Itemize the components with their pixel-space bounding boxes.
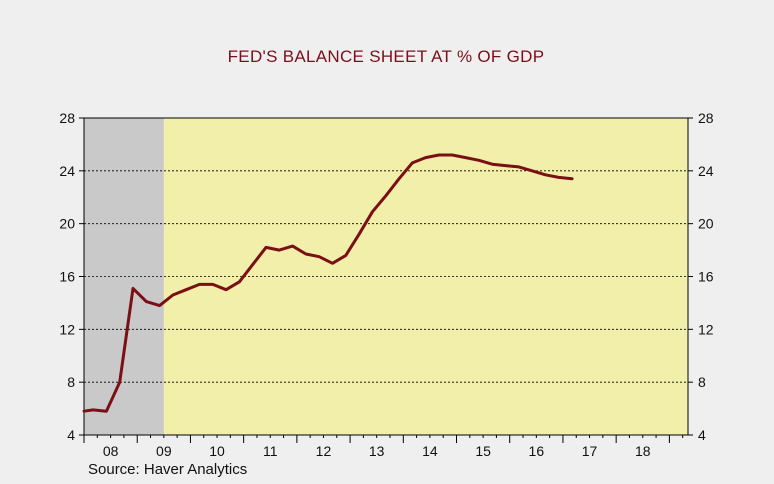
y-tick-label-right: 8 <box>698 374 706 390</box>
y-tick-label-right: 12 <box>698 321 714 337</box>
x-tick-label: 10 <box>209 443 225 459</box>
recession-shading <box>84 118 164 435</box>
x-tick-label: 14 <box>422 443 438 459</box>
x-tick-label: 08 <box>103 443 119 459</box>
x-tick-label: 16 <box>529 443 545 459</box>
x-tick-label: 12 <box>316 443 332 459</box>
y-tick-label-left: 28 <box>59 110 75 126</box>
y-tick-label-right: 16 <box>698 269 714 285</box>
series-line <box>82 153 574 413</box>
y-tick-label-right: 24 <box>698 163 714 179</box>
x-tick-label: 13 <box>369 443 385 459</box>
plot-area: 4 4 8 8 12 12 16 16 20 20 24 24 28 28 08 09 10 11 12 13 14 15… <box>59 110 713 459</box>
y-tick-label-right: 20 <box>698 216 714 232</box>
y-tick-label-right: 4 <box>698 427 706 443</box>
y-tick-label-left: 12 <box>59 321 75 337</box>
x-tick-label: 17 <box>582 443 598 459</box>
x-tick-label: 18 <box>635 443 651 459</box>
chart-title: FED'S BALANCE SHEET AT % OF GDP <box>228 47 545 66</box>
x-tick-label: 15 <box>475 443 491 459</box>
y-tick-label-left: 20 <box>59 216 75 232</box>
y-tick-label-left: 4 <box>67 427 75 443</box>
x-tick-label: 09 <box>156 443 172 459</box>
y-tick-label-right: 28 <box>698 110 714 126</box>
x-tick-label: 11 <box>263 443 278 459</box>
plot-frame <box>83 117 689 436</box>
source-label: Source: Haver Analytics <box>88 461 247 478</box>
y-tick-label-left: 8 <box>67 374 75 390</box>
y-tick-label-left: 16 <box>59 269 75 285</box>
y-tick-label-left: 24 <box>59 163 75 179</box>
